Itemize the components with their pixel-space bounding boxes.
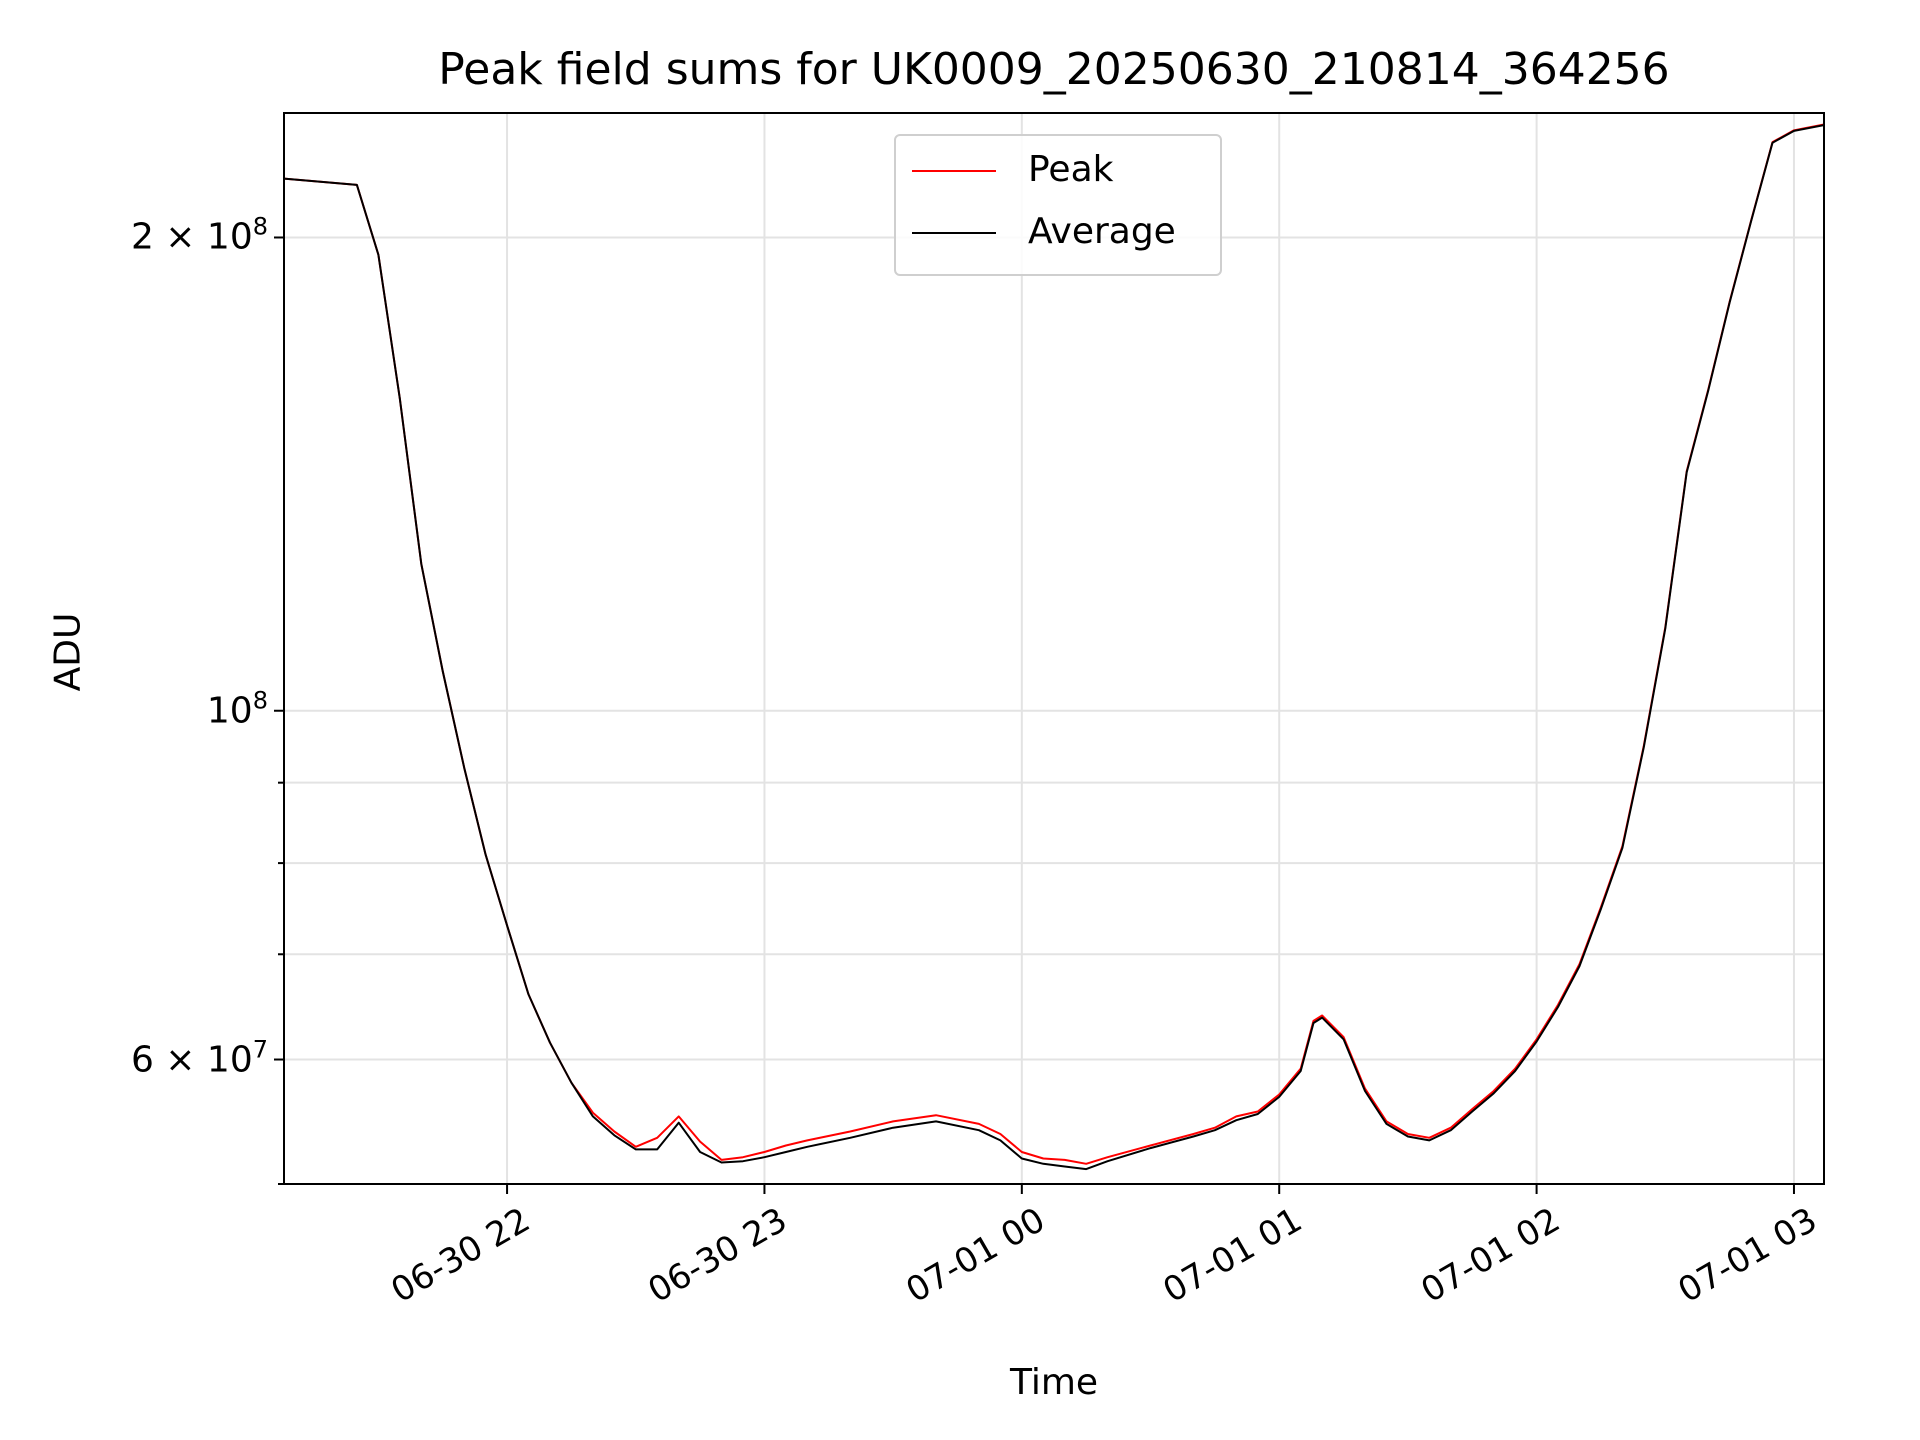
grid-lines xyxy=(284,113,1824,1185)
y-tick-label: 108 xyxy=(206,686,268,732)
y-tick-label: 6 × 107 xyxy=(130,1035,268,1081)
legend: Peak Average xyxy=(894,134,1222,276)
tick-marks xyxy=(274,236,1795,1194)
legend-label-average: Average xyxy=(1028,211,1176,252)
series-line-average xyxy=(284,124,1824,1171)
series-layer xyxy=(284,123,1824,1171)
x-axis-label: Time xyxy=(1009,1362,1099,1403)
legend-swatch-peak xyxy=(912,170,996,172)
legend-swatch-average xyxy=(912,232,996,234)
legend-item-average: Average xyxy=(912,212,1212,252)
series-line-peak xyxy=(284,123,1824,1165)
legend-item-peak: Peak xyxy=(912,150,1212,190)
y-tick-label: 2 × 108 xyxy=(130,212,268,258)
chart-title: Peak field sums for UK0009_20250630_2108… xyxy=(438,44,1670,95)
y-axis-label: ADU xyxy=(47,612,89,692)
legend-label-peak: Peak xyxy=(1028,149,1114,190)
plot-frame xyxy=(283,112,1825,1185)
